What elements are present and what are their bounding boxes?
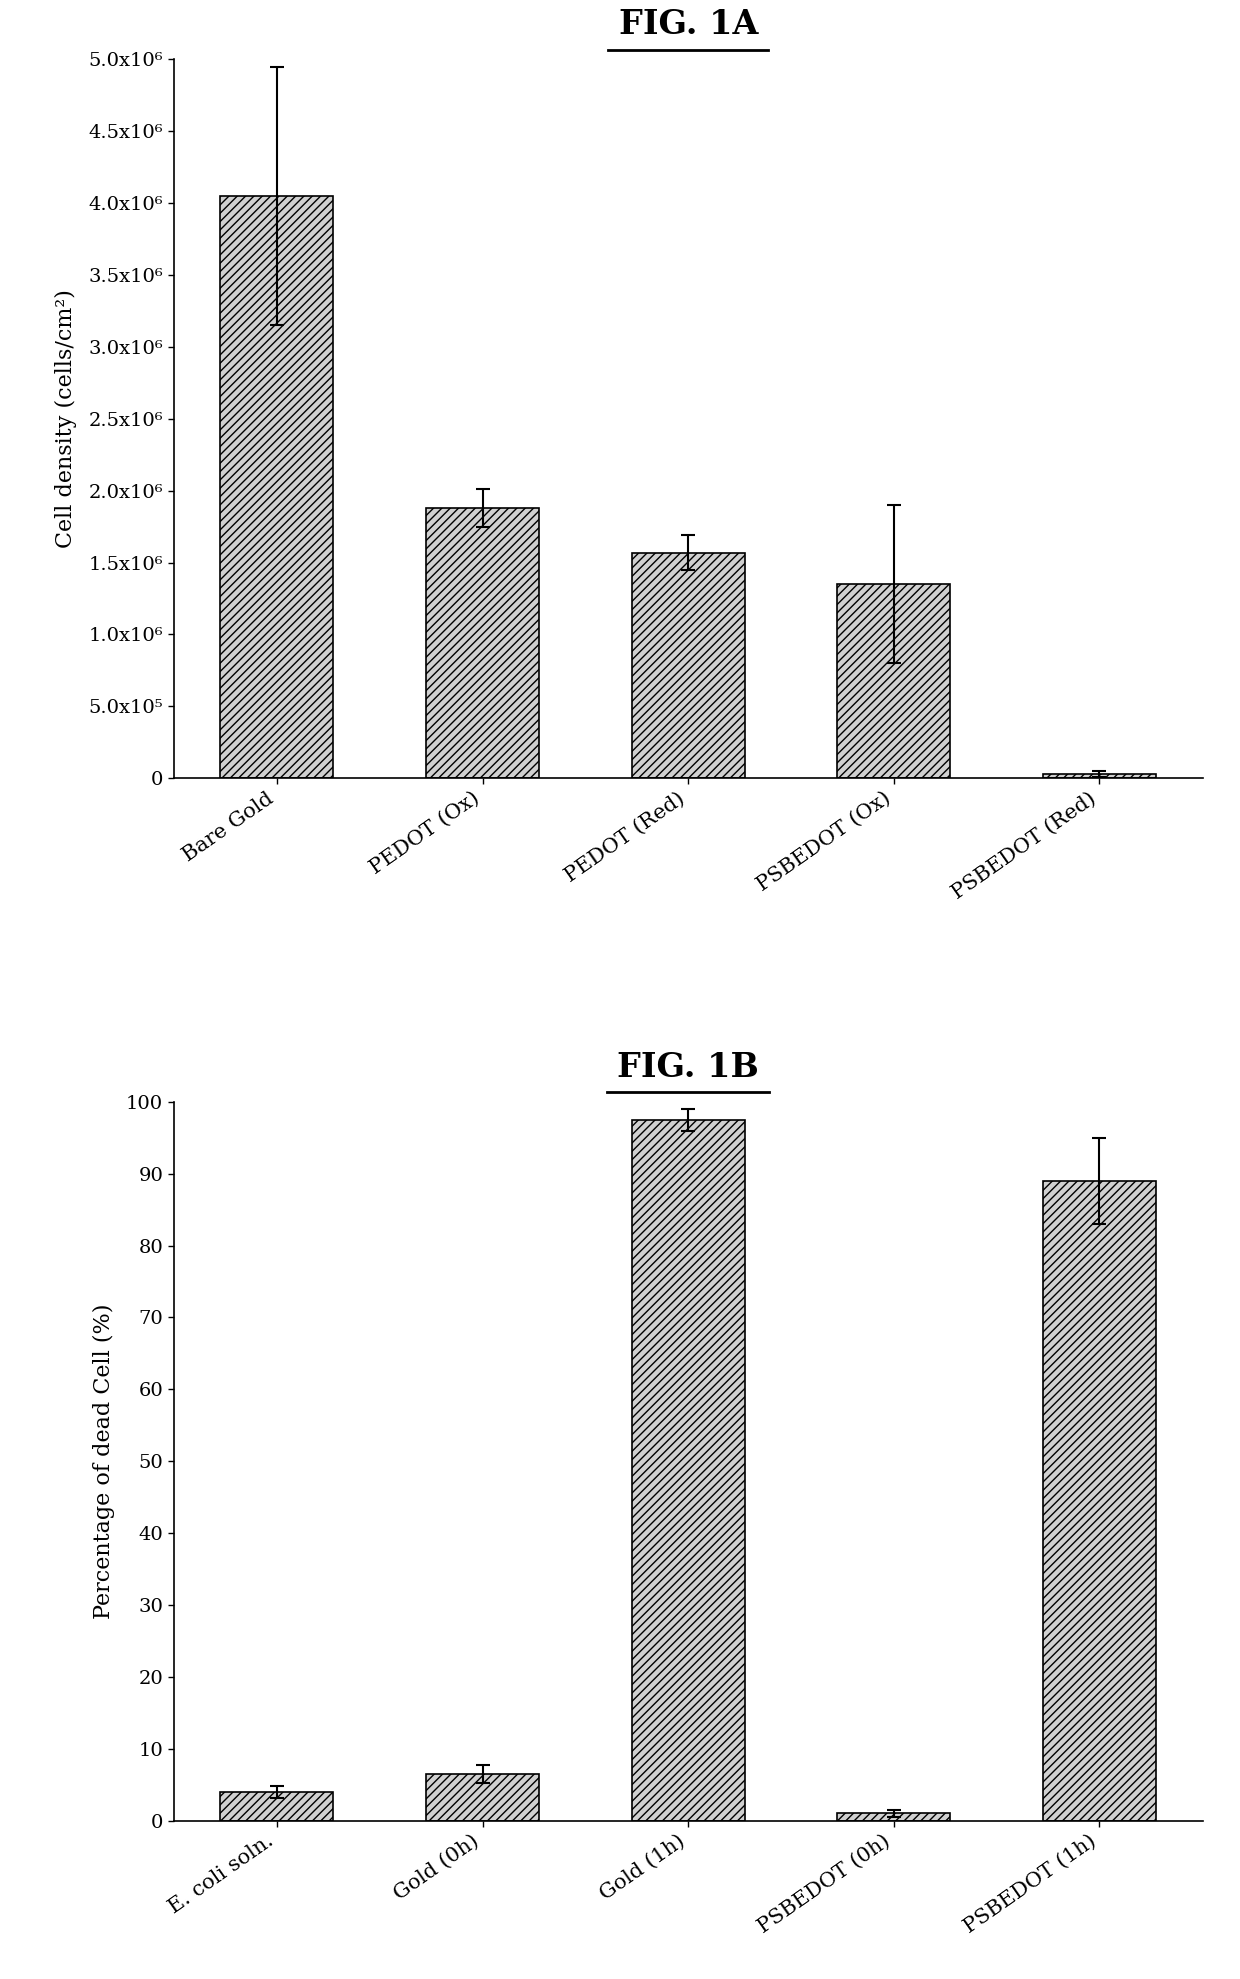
Bar (837, 1813, 950, 1821)
Bar (221, 196, 334, 778)
Y-axis label: Cell density (cells/cm²): Cell density (cells/cm²) (56, 289, 77, 548)
Bar (631, 1120, 745, 1821)
Bar (221, 1791, 334, 1821)
Bar (427, 509, 539, 778)
Bar (427, 1773, 539, 1821)
Bar (837, 584, 950, 778)
Bar (631, 552, 745, 778)
Bar (1043, 1181, 1156, 1821)
Bar (1043, 774, 1156, 778)
Title: FIG. 1B: FIG. 1B (618, 1051, 759, 1084)
Y-axis label: Percentage of dead Cell (%): Percentage of dead Cell (%) (93, 1304, 115, 1619)
Title: FIG. 1A: FIG. 1A (619, 8, 758, 42)
